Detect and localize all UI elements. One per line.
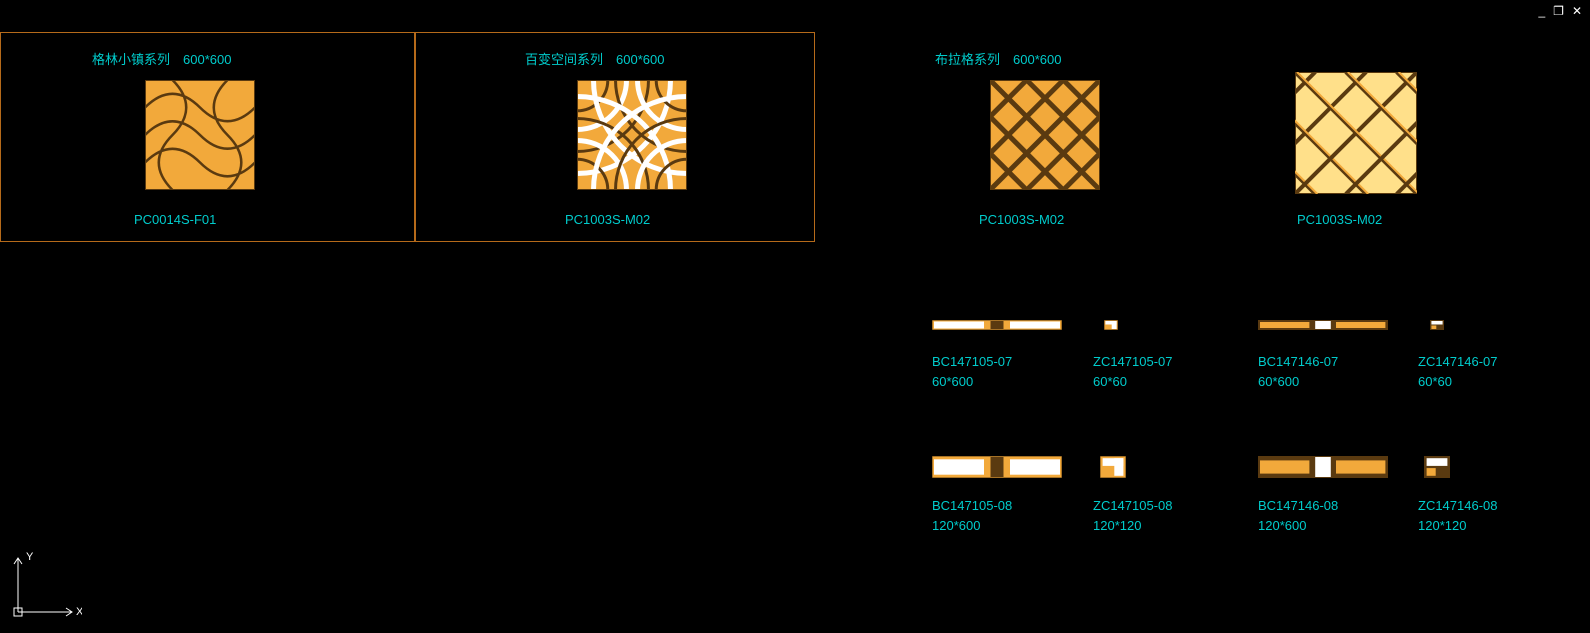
minimize-icon[interactable]: _ xyxy=(1538,4,1545,18)
trim-dimensions: 120*600 xyxy=(1258,518,1306,533)
trim-thumbnail[interactable] xyxy=(932,318,1062,328)
trim-code: ZC147105-08 xyxy=(1093,498,1173,513)
trim-code: BC147146-08 xyxy=(1258,498,1338,513)
trim-dimensions: 60*60 xyxy=(1418,374,1452,389)
tile-thumbnail[interactable] xyxy=(990,80,1100,190)
trim-code: BC147146-07 xyxy=(1258,354,1338,369)
tile-thumbnail[interactable] xyxy=(577,80,687,190)
trim-dimensions: 60*60 xyxy=(1093,374,1127,389)
trim-dimensions: 120*600 xyxy=(932,518,980,533)
ucs-axis-indicator: Y X xyxy=(10,548,82,623)
panel-title: 布拉格系列 600*600 xyxy=(935,49,1061,68)
window-controls: _ ❐ ✕ xyxy=(1538,4,1582,18)
trim-code: ZC147146-08 xyxy=(1418,498,1498,513)
trim-code: ZC147105-07 xyxy=(1093,354,1173,369)
ucs-x-label: X xyxy=(76,606,82,618)
panel-code: PC1003S-M02 xyxy=(565,212,650,227)
trim-dimensions: 60*600 xyxy=(932,374,973,389)
trim-code: ZC147146-07 xyxy=(1418,354,1498,369)
trim-dimensions: 60*600 xyxy=(1258,374,1299,389)
panel-code: PC1003S-M02 xyxy=(979,212,1064,227)
panel-title: 格林小镇系列 600*600 xyxy=(92,49,231,68)
trim-code: BC147105-07 xyxy=(932,354,1012,369)
close-icon[interactable]: ✕ xyxy=(1572,4,1582,18)
tile-thumbnail[interactable] xyxy=(145,80,255,190)
trim-thumbnail[interactable] xyxy=(1258,318,1388,328)
trim-thumbnail[interactable] xyxy=(1104,318,1118,328)
panel-code: PC1003S-M02 xyxy=(1297,212,1382,227)
panel-code: PC0014S-F01 xyxy=(134,212,216,227)
trim-thumbnail[interactable] xyxy=(1424,456,1450,478)
panel-title: 百变空间系列 600*600 xyxy=(525,49,664,68)
trim-thumbnail[interactable] xyxy=(1258,456,1388,478)
tile-thumbnail[interactable] xyxy=(1295,72,1417,194)
trim-dimensions: 120*120 xyxy=(1418,518,1466,533)
trim-code: BC147105-08 xyxy=(932,498,1012,513)
trim-thumbnail[interactable] xyxy=(1100,456,1126,478)
trim-thumbnail[interactable] xyxy=(1430,318,1444,328)
ucs-y-label: Y xyxy=(26,551,34,563)
trim-thumbnail[interactable] xyxy=(932,456,1062,478)
maximize-icon[interactable]: ❐ xyxy=(1553,4,1564,18)
trim-dimensions: 120*120 xyxy=(1093,518,1141,533)
